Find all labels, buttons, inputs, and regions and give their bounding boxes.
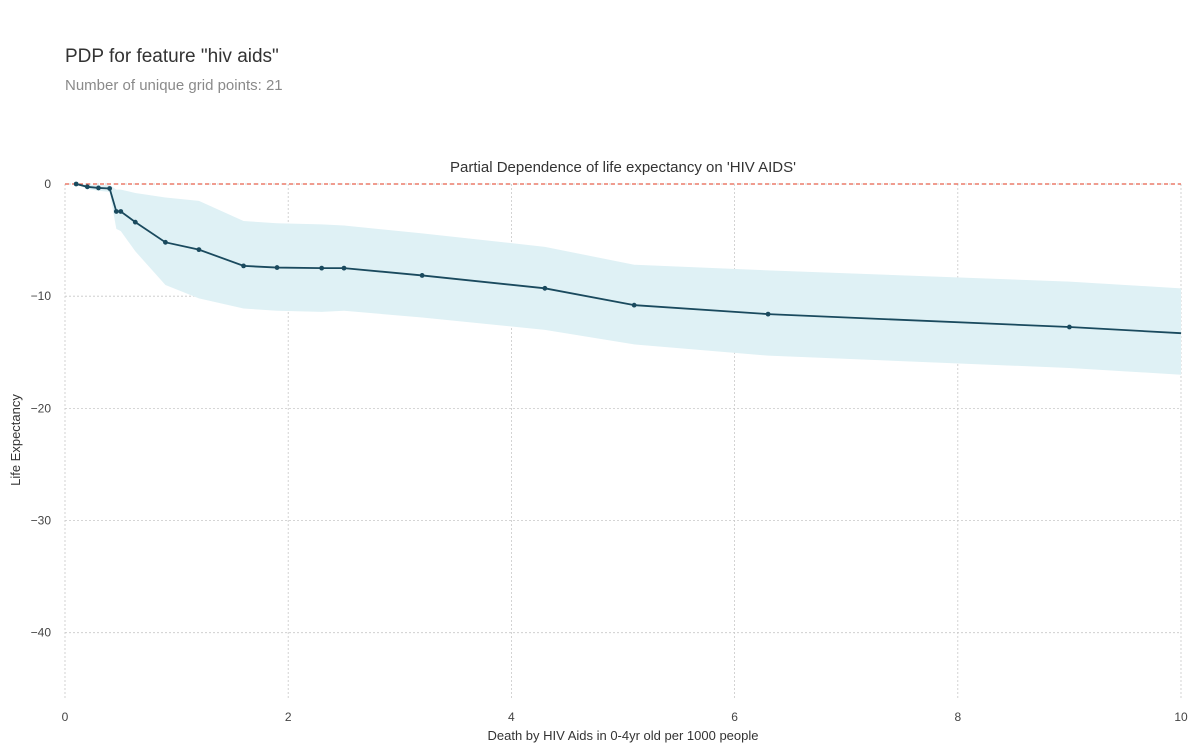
data-point xyxy=(319,265,325,271)
y-axis-label: Life Expectancy xyxy=(8,394,23,486)
data-point xyxy=(107,186,113,191)
x-axis-label: Death by HIV Aids in 0-4yr old per 1000 … xyxy=(487,728,758,743)
confidence-band xyxy=(76,184,1181,375)
x-tick-label: 8 xyxy=(954,710,961,724)
data-point xyxy=(419,273,425,278)
page-subtitle: Number of unique grid points: 21 xyxy=(65,77,283,94)
y-tick-label: −30 xyxy=(31,514,52,528)
data-point xyxy=(765,311,771,317)
x-tick-label: 2 xyxy=(285,710,292,724)
data-point xyxy=(132,219,138,225)
x-tick-label: 10 xyxy=(1174,710,1188,724)
y-tick-label: −10 xyxy=(31,289,52,303)
data-point xyxy=(118,209,124,214)
y-tick-label: −20 xyxy=(31,401,52,415)
data-point xyxy=(73,181,79,187)
data-point xyxy=(84,184,90,190)
x-axis-ticks: 0 2 4 6 8 10 xyxy=(62,710,1188,724)
data-point xyxy=(542,285,548,291)
pdp-points xyxy=(73,181,1072,330)
x-tick-label: 6 xyxy=(731,710,738,724)
data-point xyxy=(241,263,246,269)
y-tick-label: 0 xyxy=(44,177,51,191)
data-point xyxy=(341,265,347,271)
data-point xyxy=(1067,324,1072,330)
data-point xyxy=(274,265,280,270)
data-point xyxy=(96,185,101,191)
data-point xyxy=(631,302,637,308)
y-tick-label: −40 xyxy=(31,626,52,640)
x-tick-label: 0 xyxy=(62,710,69,724)
y-axis-ticks: 0 −10 −20 −30 −40 xyxy=(31,177,52,640)
header: PDP for feature "hiv aids" Number of uni… xyxy=(65,46,283,94)
data-point xyxy=(113,209,119,214)
data-point xyxy=(163,239,168,245)
data-point xyxy=(196,247,202,253)
page-title: PDP for feature "hiv aids" xyxy=(65,46,279,67)
chart-title: Partial Dependence of life expectancy on… xyxy=(450,159,796,176)
x-tick-label: 4 xyxy=(508,710,515,724)
